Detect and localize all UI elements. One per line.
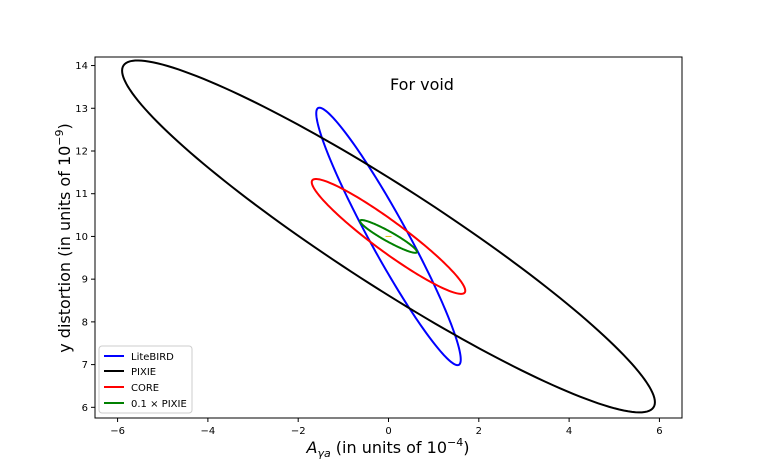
- chart-title: For void: [390, 75, 454, 94]
- y-tick-label: 9: [82, 275, 88, 286]
- x-axis-label-subscript: γa: [317, 447, 331, 460]
- y-axis-label-close: ): [55, 123, 74, 129]
- scaled-pixie-contour: [359, 219, 418, 254]
- legend-label-scaled-pixie: 0.1 × PIXIE: [131, 399, 187, 410]
- x-axis-label-symbol: A: [306, 438, 318, 457]
- litebird-contour: [315, 106, 462, 367]
- y-axis-ticks: 6 7 8 9 10 11 12 13 14: [75, 61, 95, 414]
- x-axis-label-close: ): [463, 438, 469, 457]
- legend-box: [98, 345, 193, 414]
- core-contour: [310, 178, 467, 295]
- plot-background: [95, 57, 682, 418]
- x-tick-label: 2: [476, 426, 482, 437]
- legend-label-scaled-pixie-name: PIXIE: [158, 399, 186, 410]
- y-tick-label: 14: [75, 61, 88, 72]
- x-tick-label: −6: [110, 426, 125, 437]
- y-tick-label: 13: [75, 104, 88, 115]
- legend-label-scaled-pixie-factor: 0.1: [131, 399, 150, 410]
- x-tick-label: 4: [566, 426, 572, 437]
- y-axis-label-text: y distortion (in units of 10: [55, 146, 74, 353]
- legend-label-scaled-pixie-times: ×: [150, 399, 158, 410]
- y-tick-label: 6: [82, 403, 88, 414]
- y-axis-label: y distortion (in units of 10−9): [53, 123, 74, 353]
- x-tick-label: −2: [291, 426, 306, 437]
- x-axis-ticks: −6 −4 −2 0 2 4 6: [110, 418, 663, 437]
- y-tick-label: 7: [82, 360, 88, 371]
- legend-label-core: CORE: [131, 383, 159, 394]
- y-tick-label: 12: [75, 146, 88, 157]
- x-tick-label: −4: [201, 426, 216, 437]
- legend-label-litebird: LiteBIRD: [131, 352, 174, 363]
- legend-label-pixie: PIXIE: [131, 367, 156, 378]
- y-axis-label-superscript: −9: [53, 129, 66, 145]
- x-axis-label: Aγa (in units of 10−4): [306, 436, 470, 460]
- plot-frame: [94, 56, 683, 419]
- x-axis-label-superscript: −4: [447, 436, 463, 449]
- y-tick-label: 10: [75, 232, 88, 243]
- x-axis-label-text: (in units of 10: [331, 438, 447, 457]
- y-tick-label: 8: [82, 317, 88, 328]
- series-layer: [121, 59, 656, 414]
- legend: LiteBIRD PIXIE CORE 0.1 × PIXIE: [98, 345, 193, 414]
- x-tick-label: 6: [656, 426, 662, 437]
- x-tick-label: 0: [385, 426, 391, 437]
- y-tick-label: 11: [75, 189, 88, 200]
- pixie-contour: [121, 59, 656, 414]
